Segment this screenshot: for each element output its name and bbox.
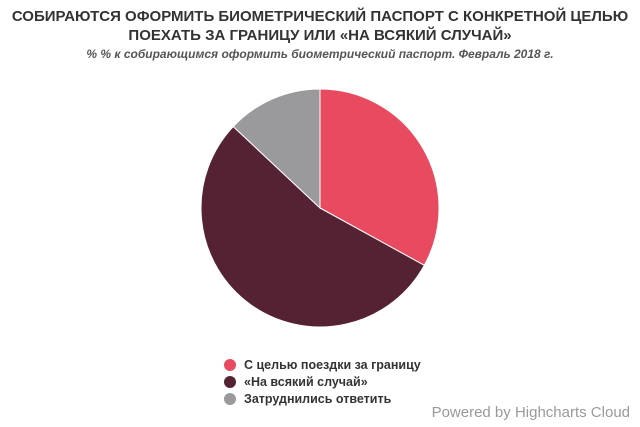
legend-item-just-in-case[interactable]: «На всякий случай» — [224, 373, 421, 390]
legend-marker-just-in-case — [224, 375, 236, 388]
legend-item-undecided[interactable]: Затруднились ответить — [224, 390, 421, 407]
pie-slice-abroad[interactable] — [319, 88, 440, 267]
chart-title: СОБИРАЮТСЯ ОФОРМИТЬ БИОМЕТРИЧЕСКИЙ ПАСПО… — [11, 8, 629, 44]
chart-subtitle: % % к собирающимся оформить биометрическ… — [86, 47, 554, 61]
legend-item-abroad[interactable]: С целью поездки за границу — [224, 356, 421, 373]
legend-label-abroad: С целью поездки за границу — [244, 357, 421, 372]
credits-link[interactable]: Powered by Highcharts Cloud — [431, 404, 630, 421]
pie-slice-just-in-case[interactable] — [200, 125, 425, 328]
legend-marker-undecided — [224, 392, 236, 405]
pie-slice-undecided[interactable] — [232, 88, 321, 210]
legend-label-undecided: Затруднились ответить — [244, 391, 392, 406]
legend-marker-abroad — [224, 358, 236, 371]
legend: С целью поездки за границу «На всякий сл… — [224, 356, 421, 407]
legend-label-just-in-case: «На всякий случай» — [244, 374, 368, 389]
